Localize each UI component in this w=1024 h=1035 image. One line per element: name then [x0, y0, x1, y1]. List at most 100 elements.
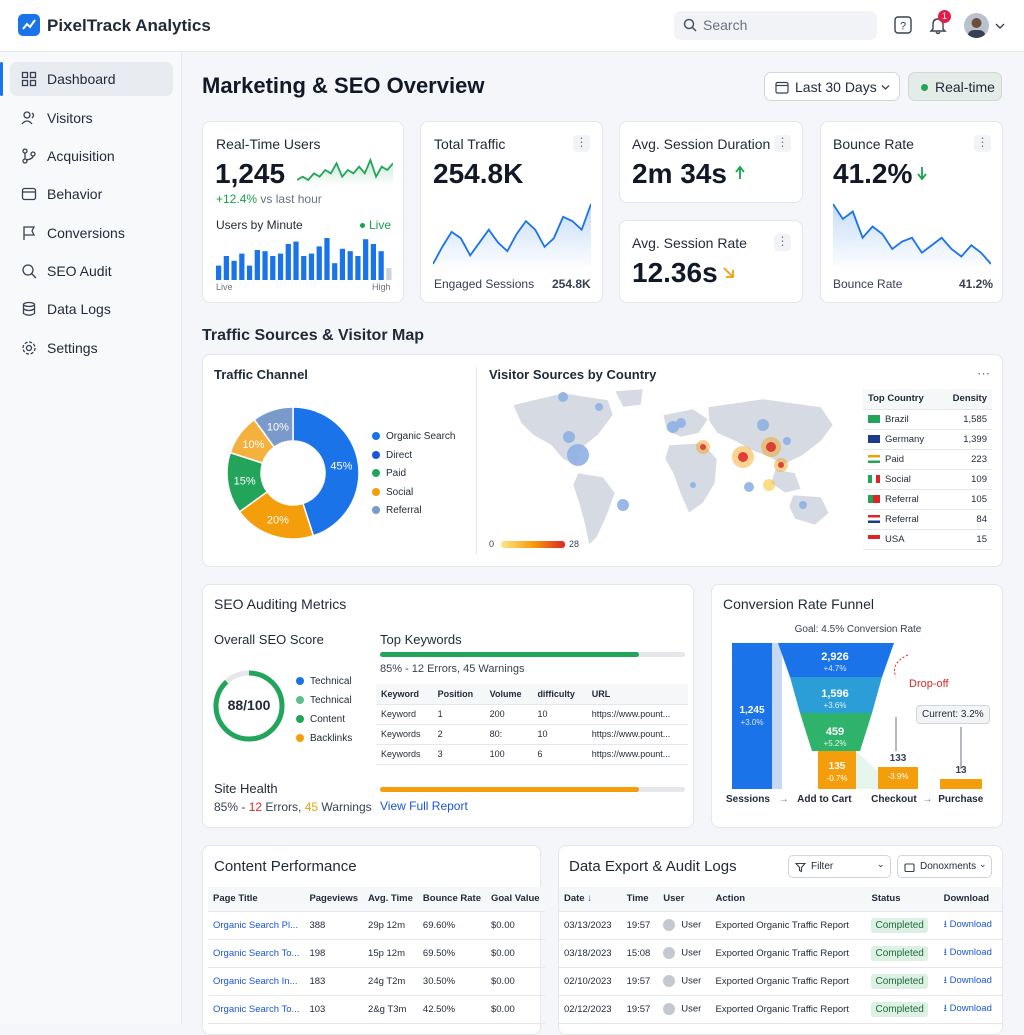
sidebar-item-dashboard[interactable]: Dashboard: [10, 62, 173, 96]
card-title: Avg. Session Duration: [632, 136, 771, 152]
table-row[interactable]: Social 109: [863, 469, 992, 490]
scale-min: 0: [489, 539, 495, 549]
more-icon[interactable]: ⋮: [974, 135, 991, 152]
more-icon[interactable]: ⋮: [774, 234, 791, 251]
minute-bar: [239, 253, 245, 280]
sidebar-item-seo-audit[interactable]: SEO Audit: [10, 254, 173, 288]
column-header[interactable]: Date ↓: [559, 887, 622, 912]
table-row[interactable]: USA 15: [863, 529, 992, 550]
table-row[interactable]: Referral 84: [863, 509, 992, 530]
table-row[interactable]: Keyword 1 200 10 https://www.pount...: [376, 704, 688, 725]
realtime-sparkline: [297, 157, 393, 186]
funnel-level-pct: +3.6%: [823, 701, 847, 710]
sidebar-item-data-logs[interactable]: Data Logs: [10, 292, 173, 326]
minute-bar: [347, 251, 353, 280]
traffic-sources-card: Traffic Channel 45% 20% 15% 10% 10% Organic …: [202, 354, 1003, 567]
minute-bar: [370, 244, 377, 280]
section-title: Traffic Sources & Visitor Map: [202, 327, 424, 344]
current-rate-tooltip: Current: 3.2%: [916, 705, 990, 724]
column-header: Position: [432, 684, 485, 705]
footer-value: 41.2%: [959, 277, 994, 291]
traffic-series-fill: [433, 204, 591, 270]
sidebar-item-label: SEO Audit: [47, 263, 112, 279]
sidebar-item-acquisition[interactable]: Acquisition: [10, 139, 173, 173]
table-row[interactable]: Keywords 2 80: 10 https://www.pount...: [376, 724, 688, 745]
download-link[interactable]: ⭳ Download: [938, 995, 1002, 1024]
minute-bar: [223, 256, 229, 280]
avatar[interactable]: [964, 13, 989, 38]
filter-select[interactable]: Filter ⌄: [788, 855, 891, 878]
sidebar-item-label: Acquisition: [47, 148, 115, 164]
minute-bar: [254, 250, 260, 280]
status-badge: Completed: [871, 1001, 928, 1017]
sidebar-item-behavior[interactable]: Behavior: [10, 177, 173, 211]
table-row[interactable]: Referral 105: [863, 489, 992, 510]
column-header: Time: [621, 887, 659, 912]
table-row[interactable]: Germany 1,399: [863, 429, 992, 450]
table-row[interactable]: Organic Search To... 198 15p 12m 69.50% $0.0…: [208, 939, 545, 968]
card-title: Content Performance: [214, 858, 357, 875]
top-country-table: Top Country Density Brazil 1,585 Germany 1,…: [863, 389, 992, 550]
table-row[interactable]: 02/12/2023 19:57 User Exported Organic Traf…: [559, 995, 1002, 1024]
site-health-summary: 85% - 12 Errors, 45 Warnings: [214, 800, 372, 814]
search-icon: [683, 18, 697, 32]
minute-bar: [246, 265, 253, 280]
sidebar-item-conversions[interactable]: Conversions: [10, 216, 173, 250]
keywords-progress-fill: [380, 652, 640, 657]
legend-item: Content: [310, 714, 346, 725]
logo-icon: [18, 14, 40, 36]
minute-bar: [231, 260, 237, 280]
sidebar-item-settings[interactable]: Settings: [10, 331, 173, 365]
table-row[interactable]: 03/13/2023 19:57 User Exported Organic Traf…: [559, 911, 1002, 940]
table-row[interactable]: Paid 223: [863, 449, 992, 470]
download-link[interactable]: ⭳ Download: [938, 911, 1002, 940]
date-range-select[interactable]: Last 30 Days: [764, 72, 900, 101]
more-icon[interactable]: ⋮: [774, 135, 791, 152]
site-health-title: Site Health: [214, 781, 278, 796]
more-icon[interactable]: ⋯: [977, 366, 990, 381]
view-full-report-link[interactable]: View Full Report: [380, 799, 468, 813]
search-input[interactable]: Search: [674, 11, 877, 40]
session-rate-card: Avg. Session Rate ⋮ 12.36s: [619, 220, 803, 303]
download-link[interactable]: ⭳ Download: [938, 967, 1002, 996]
minute-bar: [216, 265, 222, 280]
documents-select[interactable]: Donoxments ⌄: [897, 855, 992, 878]
table-row[interactable]: 03/18/2023 15:08 User Exported Organic Traf…: [559, 939, 1002, 968]
score-title: Overall SEO Score: [214, 632, 324, 647]
help-icon[interactable]: ?: [892, 14, 914, 36]
table-row[interactable]: Brazil 1,585: [863, 409, 992, 430]
grid-icon: [21, 71, 37, 87]
column-header: Status: [866, 887, 939, 912]
arrow-down-icon: [917, 167, 927, 181]
download-link[interactable]: ⭳ Download: [938, 939, 1002, 968]
column-header: URL: [586, 684, 688, 705]
legend-item: Social: [386, 486, 414, 498]
axis-left-label: Live: [216, 282, 233, 292]
table-row[interactable]: Organic Search Pl... 388 29p 12m 69.60% $0.0…: [208, 911, 545, 940]
minute-bar: [301, 256, 307, 280]
table-row[interactable]: Organic Search In... 183 24g T2m 30.50% $0.0…: [208, 967, 545, 996]
more-icon[interactable]: ⋮: [573, 135, 590, 152]
sidebar-item-label: Settings: [47, 340, 98, 356]
realtime-button[interactable]: Real-time: [908, 72, 1002, 101]
table-row[interactable]: Organic Search To... 103 2&g T3m 42.50% $0.0…: [208, 995, 545, 1024]
table-row[interactable]: Keywords 3 100 6 https://www.pount...: [376, 744, 688, 765]
status-badge: Completed: [871, 973, 928, 989]
legend-item: Referral: [386, 505, 422, 516]
funnel-goal: Goal: 4.5% Conversion Rate: [794, 624, 922, 635]
chevron-down-icon[interactable]: [995, 22, 1005, 30]
stage-label: Sessions: [726, 794, 770, 805]
column-header: Avg. Time: [363, 887, 418, 912]
live-indicator: Live: [360, 218, 391, 232]
funnel-checkout-pct: -3.9%: [887, 772, 909, 781]
slice-label: 45%: [330, 460, 352, 472]
sidebar-item-visitors[interactable]: Visitors: [10, 101, 173, 135]
visitor-map-title: Visitor Sources by Country: [489, 367, 657, 382]
subchart-title: Users by Minute: [216, 218, 303, 232]
slice-label: 10%: [242, 439, 264, 451]
minute-bar: [308, 253, 315, 280]
table-row[interactable]: 02/10/2023 19:57 User Exported Organic Traf…: [559, 967, 1002, 996]
sidebar-item-label: Data Logs: [47, 301, 111, 317]
kpi-value: 2m 34s: [632, 158, 727, 189]
funnel-sessions-value: 1,245: [739, 705, 765, 716]
